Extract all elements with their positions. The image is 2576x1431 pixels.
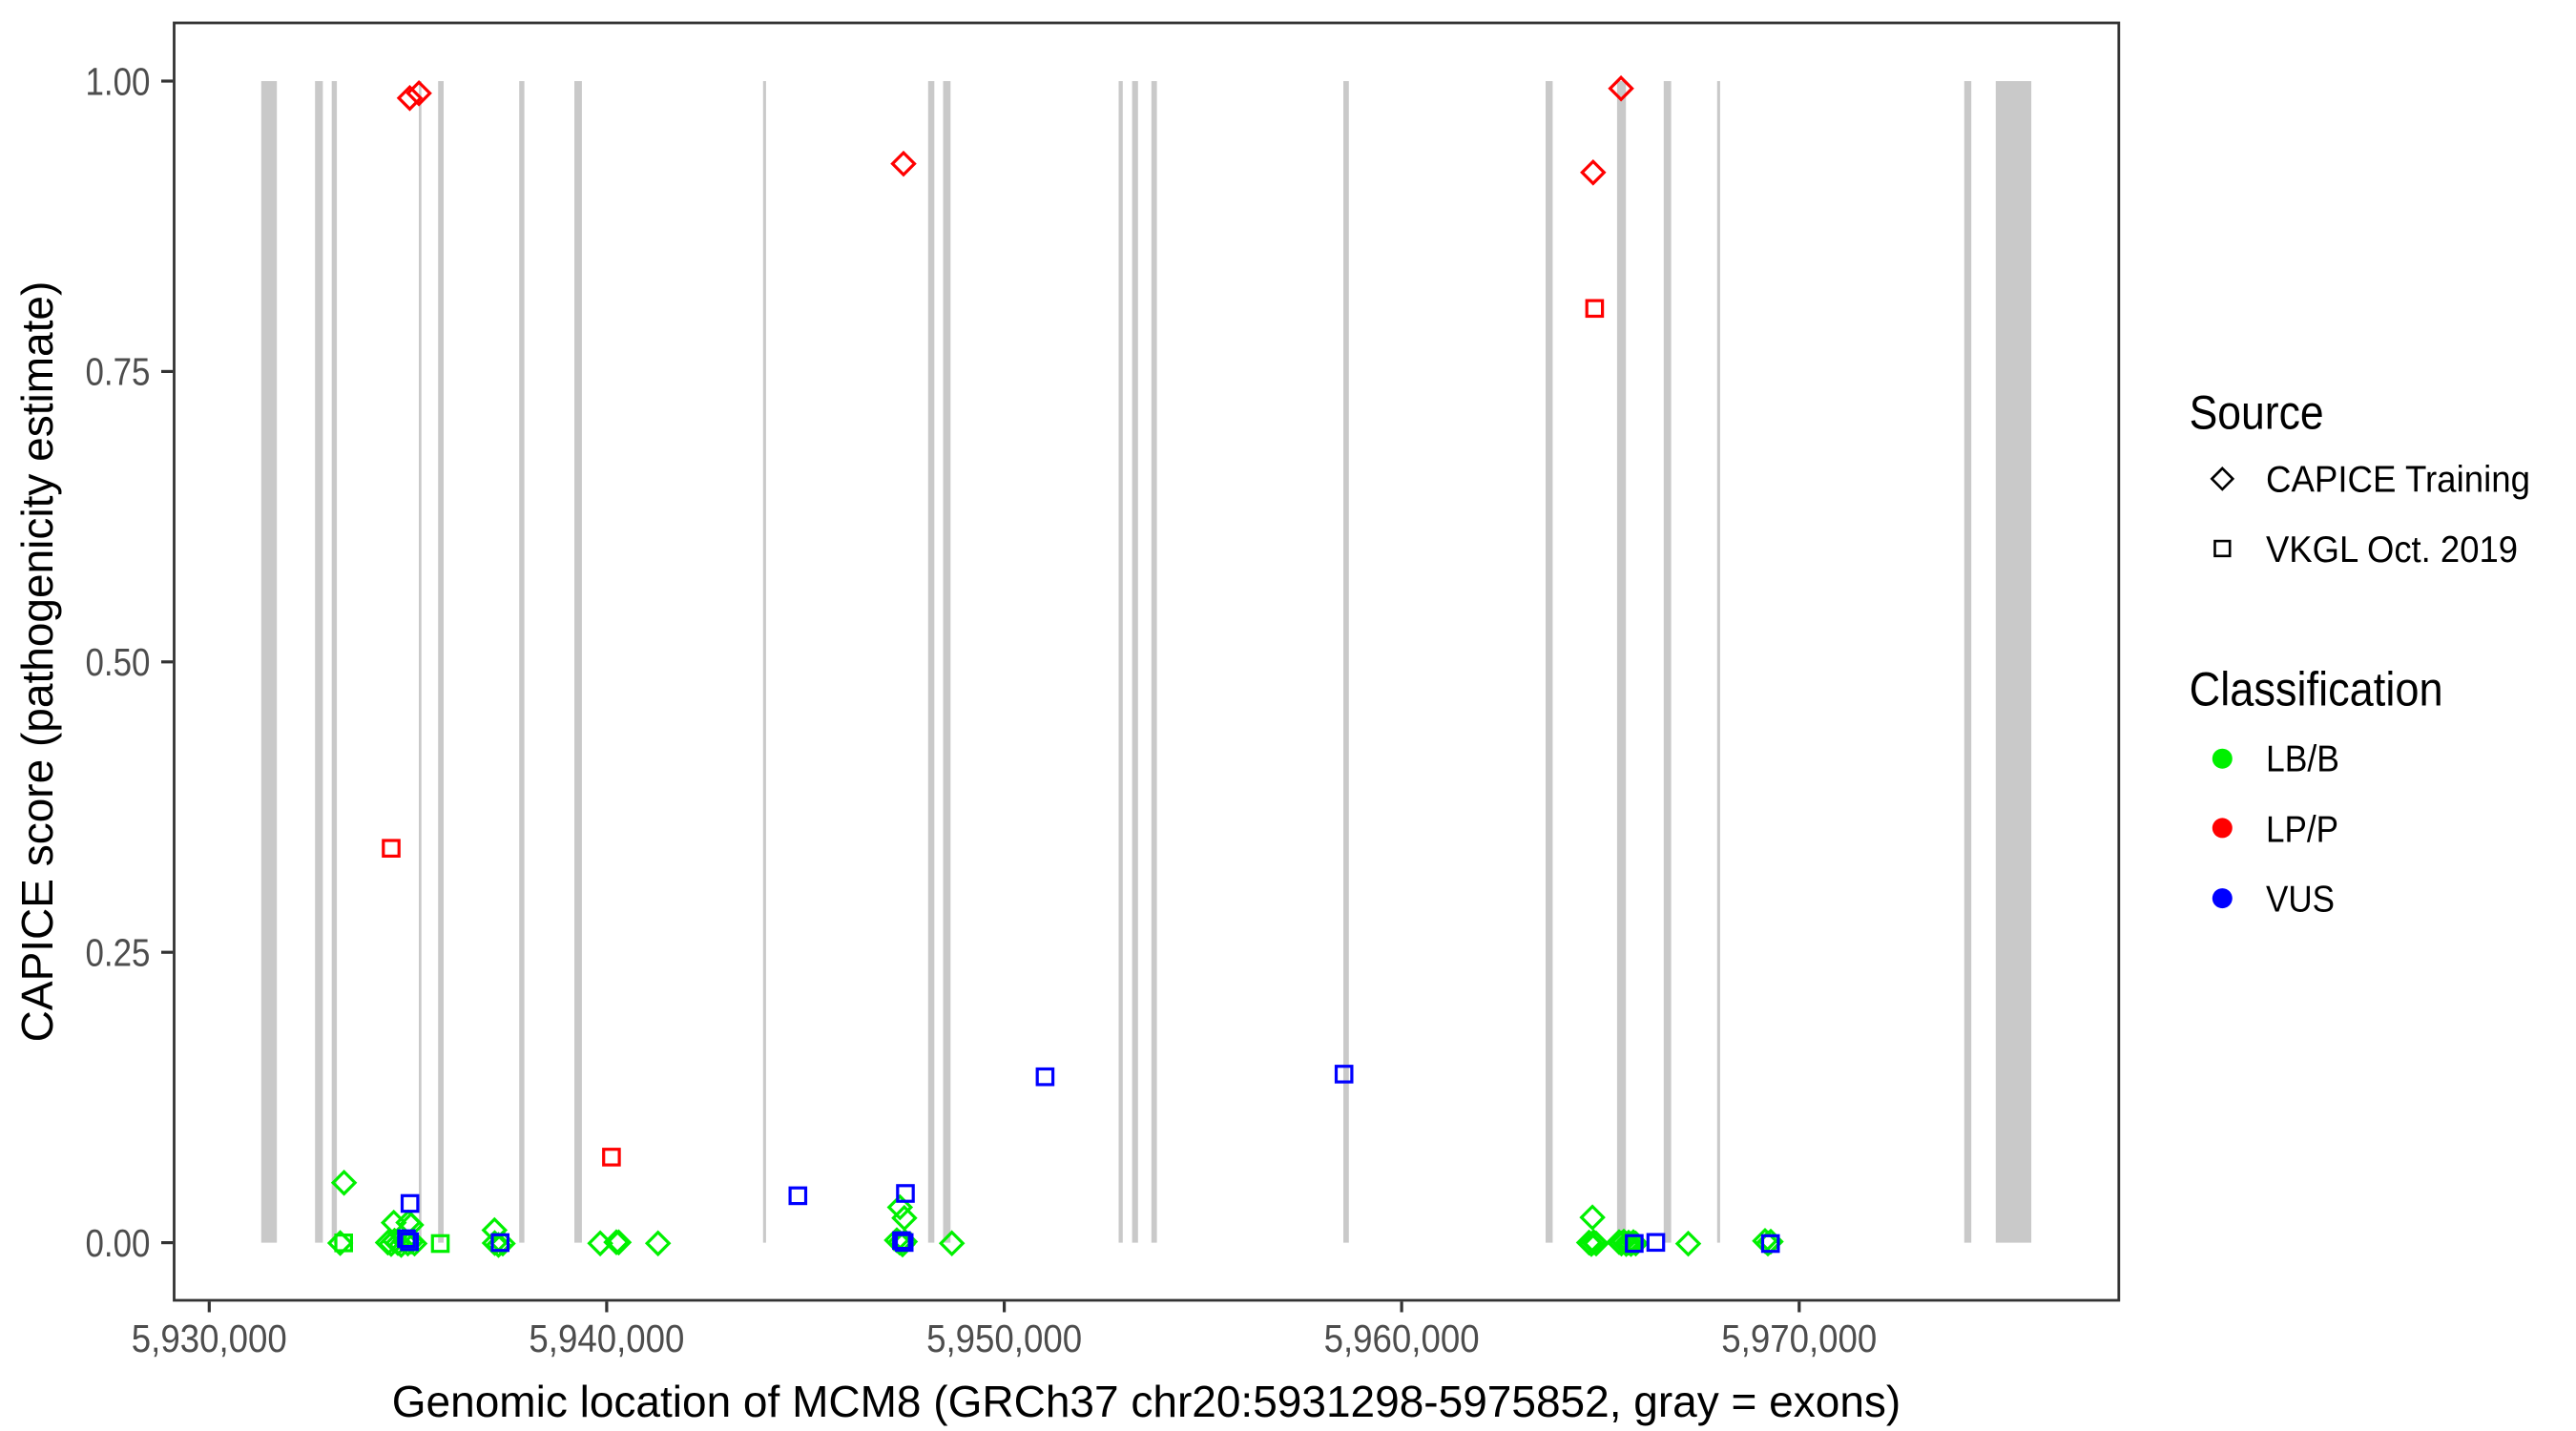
svg-text:5,940,000: 5,940,000	[529, 1317, 684, 1360]
svg-text:0.25: 0.25	[86, 931, 151, 975]
svg-text:Source: Source	[2190, 385, 2324, 439]
svg-text:0.00: 0.00	[86, 1221, 151, 1265]
svg-text:5,960,000: 5,960,000	[1324, 1317, 1480, 1360]
svg-text:Genomic location of MCM8 (GRCh: Genomic location of MCM8 (GRCh37 chr20:5…	[392, 1377, 1901, 1426]
svg-text:CAPICE Training: CAPICE Training	[2266, 460, 2530, 501]
svg-text:5,950,000: 5,950,000	[926, 1317, 1082, 1360]
svg-text:0.75: 0.75	[86, 350, 151, 394]
svg-text:5,930,000: 5,930,000	[132, 1317, 287, 1360]
svg-text:LP/P: LP/P	[2266, 809, 2338, 850]
svg-text:5,970,000: 5,970,000	[1721, 1317, 1877, 1360]
svg-text:LB/B: LB/B	[2266, 739, 2339, 780]
svg-text:VUS: VUS	[2266, 880, 2335, 921]
svg-text:0.50: 0.50	[86, 640, 151, 684]
svg-text:VKGL Oct. 2019: VKGL Oct. 2019	[2266, 529, 2518, 570]
svg-text:Classification: Classification	[2190, 662, 2443, 716]
svg-text:CAPICE score (pathogenicity es: CAPICE score (pathogenicity estimate)	[12, 281, 62, 1043]
svg-text:1.00: 1.00	[86, 59, 151, 103]
